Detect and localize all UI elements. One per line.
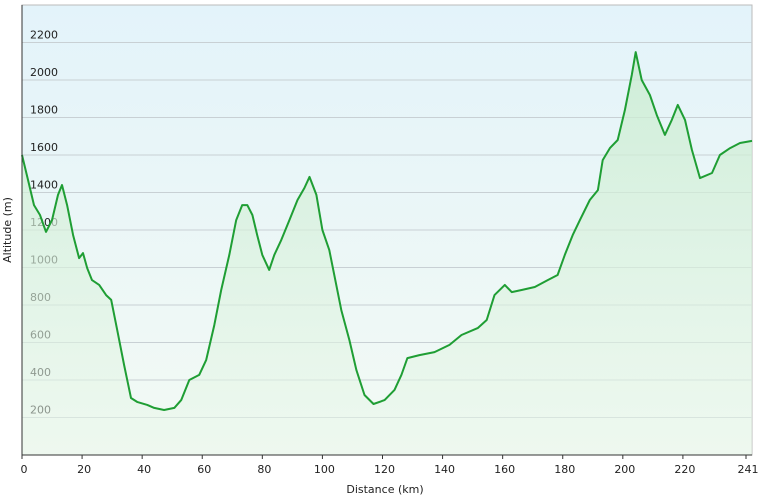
x-tick-label: 200 [614,463,635,476]
x-tick-label: 140 [434,463,455,476]
x-tick-label: 180 [554,463,575,476]
y-tick-label: 2000 [30,66,58,79]
x-tick-label: 60 [197,463,211,476]
x-tick-label: 80 [257,463,271,476]
profile-line [21,51,753,411]
x-axis-label: Distance (km) [346,483,423,496]
x-tick-label: 40 [137,463,151,476]
y-tick-label: 1400 [30,179,58,192]
x-tick-label: 100 [314,463,335,476]
x-tick-label: 20 [77,463,91,476]
x-tick-label: 241 [737,463,758,476]
x-tick-label: 160 [494,463,515,476]
y-tick-label: 1800 [30,104,58,117]
x-tick-label: 0 [21,463,28,476]
y-tick-label: 1600 [30,141,58,154]
y-tick-label: 2200 [30,29,58,42]
x-tick-label: 120 [374,463,395,476]
x-tick-label: 220 [674,463,695,476]
area [22,52,752,455]
y-axis-label: Altitude (m) [1,197,14,263]
